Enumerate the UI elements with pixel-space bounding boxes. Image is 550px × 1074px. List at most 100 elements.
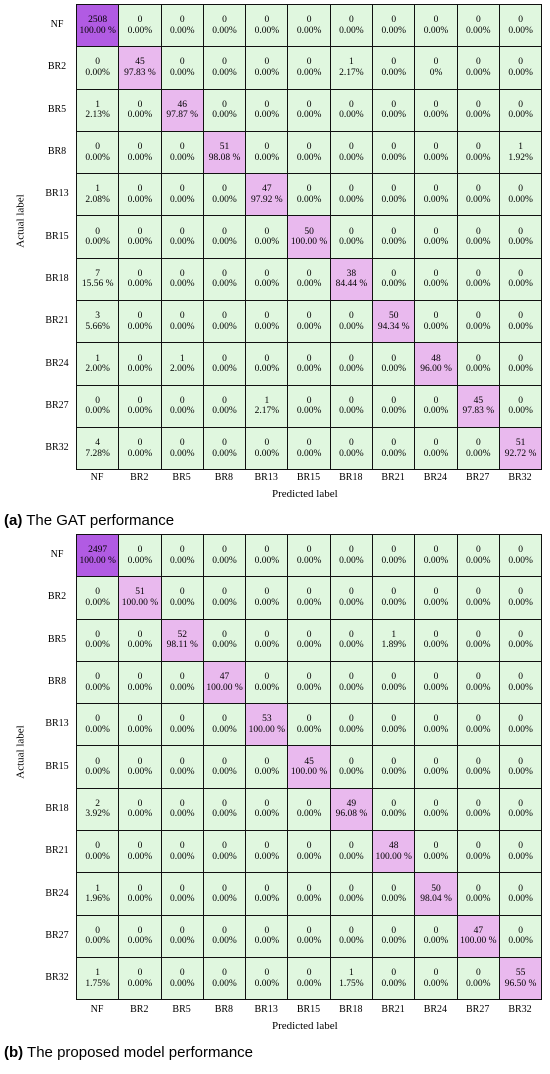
matrix-cell: 0 0.00% — [119, 89, 162, 132]
col-label: BR13 — [254, 1004, 278, 1015]
cell-percent: 0.00% — [85, 237, 110, 248]
x-axis-label: Predicted label — [272, 1020, 338, 1032]
matrix-cell: 0 0.00% — [330, 577, 374, 620]
matrix-cell: 0 0.00% — [330, 343, 374, 386]
matrix-cell: 0 0.00% — [288, 47, 331, 90]
col-label: BR8 — [214, 1004, 234, 1015]
matrix-cell: 51 100.00 % — [119, 577, 162, 620]
cell-percent: 0.00% — [127, 851, 153, 862]
y-axis-label: Actual label — [14, 194, 27, 248]
cell-percent: 100.00 % — [248, 724, 286, 735]
cell-count: 0 — [433, 226, 439, 237]
cell-count: 1 — [349, 57, 354, 68]
matrix-cell: 0 0.00% — [246, 577, 289, 620]
matrix-cell: 0 0.00% — [161, 131, 204, 175]
cell-count: 0 — [264, 353, 270, 364]
cell-count: 0 — [306, 714, 312, 725]
cell-percent: 0.00% — [127, 279, 153, 290]
matrix-cell: 0 0.00% — [246, 873, 289, 916]
figure-caption: (a) The GAT performance — [4, 512, 174, 529]
cell-count: 0 — [475, 968, 481, 979]
cell-count: 0 — [349, 99, 354, 110]
cell-percent: 98.08 % — [208, 152, 241, 163]
cell-count: 45 — [304, 756, 314, 767]
cell-count: 53 — [262, 714, 272, 725]
cell-percent: 0.00% — [296, 364, 322, 375]
matrix-cell: 0 0.00% — [203, 47, 247, 90]
cell-count: 0 — [518, 184, 523, 195]
matrix-cell: 0 0.00% — [77, 704, 120, 747]
col-label: BR18 — [339, 1004, 363, 1015]
cell-percent: 0.00% — [381, 597, 406, 608]
matrix-cell: 0 0.00% — [161, 577, 204, 620]
cell-count: 2508 — [88, 15, 108, 26]
cell-percent: 0.00% — [169, 194, 195, 205]
cell-count: 0 — [518, 99, 523, 110]
matrix-cell: 0 0.00% — [499, 873, 543, 916]
cell-count: 0 — [264, 438, 270, 449]
cell-percent: 0.00% — [423, 724, 449, 735]
matrix-cell: 0 0.00% — [415, 788, 458, 832]
row-label: BR32 — [45, 972, 69, 984]
cell-percent: 0.00% — [508, 406, 533, 417]
cell-percent: 0.00% — [466, 851, 491, 862]
row-label: BR18 — [45, 272, 69, 284]
cell-count: 0 — [433, 798, 439, 809]
cell-percent: 0.00% — [212, 406, 237, 417]
matrix-cell: 0 0.00% — [373, 704, 416, 747]
matrix-cell: 47 100.00 % — [457, 915, 500, 958]
matrix-cell: 0 0.00% — [499, 661, 543, 705]
cell-percent: 0.00% — [85, 640, 110, 651]
matrix-cell: 0 0.00% — [77, 619, 120, 662]
cell-count: 0 — [179, 968, 185, 979]
matrix-cell: 0 0.00% — [499, 619, 543, 662]
cell-count: 0 — [137, 268, 143, 279]
matrix-cell: 0 0.00% — [161, 258, 204, 302]
cell-percent: 0.00% — [423, 555, 449, 566]
cell-percent: 0.00% — [339, 152, 364, 163]
matrix-cell: 45 97.83 % — [119, 47, 162, 90]
cell-count: 0 — [475, 756, 481, 767]
matrix-cell: 0 0.00% — [373, 873, 416, 916]
cell-count: 0 — [222, 629, 227, 640]
cell-percent: 0.00% — [508, 767, 533, 778]
cell-percent: 0.00% — [466, 279, 491, 290]
cell-percent: 0.00% — [127, 640, 153, 651]
cell-percent: 0.00% — [508, 851, 533, 862]
cell-count: 0 — [222, 756, 227, 767]
cell-count: 0 — [433, 395, 439, 406]
matrix-cell: 0 0.00% — [330, 385, 374, 428]
cell-count: 0 — [264, 545, 270, 556]
cell-count: 0 — [95, 629, 101, 640]
cell-percent: 0.00% — [296, 597, 322, 608]
cell-percent: 0.00% — [381, 67, 406, 78]
matrix-cell: 0 0.00% — [499, 258, 543, 302]
cell-percent: 0.00% — [254, 67, 280, 78]
col-label: BR5 — [172, 472, 191, 483]
cell-count: 50 — [388, 311, 399, 322]
matrix-cell: 0 0.00% — [288, 385, 331, 428]
matrix-cell: 0 0.00% — [373, 385, 416, 428]
cell-percent: 0.00% — [169, 597, 195, 608]
cell-percent: 97.87 % — [166, 110, 199, 121]
col-label: NF — [90, 472, 104, 483]
cell-percent: 0.00% — [508, 597, 533, 608]
cell-percent: 0.00% — [127, 978, 153, 989]
cell-count: 0 — [306, 798, 312, 809]
cell-count: 0 — [518, 629, 523, 640]
matrix-cell: 0 0.00% — [457, 301, 500, 344]
matrix-cell: 0 0.00% — [161, 831, 204, 874]
cell-count: 0 — [475, 672, 481, 683]
cell-percent: 0.00% — [127, 194, 153, 205]
matrix-cell: 0 0.00% — [330, 301, 374, 344]
cell-count: 0 — [137, 311, 143, 322]
cell-count: 0 — [518, 756, 523, 767]
cell-percent: 0.00% — [339, 406, 364, 417]
cell-percent: 0.00% — [212, 767, 237, 778]
cell-count: 0 — [518, 798, 523, 809]
matrix-cell: 0 0.00% — [161, 174, 204, 217]
matrix-cell: 0 0.00% — [415, 5, 458, 48]
cell-percent: 0.00% — [254, 640, 280, 651]
cell-count: 0 — [179, 798, 185, 809]
cell-percent: 0.00% — [127, 448, 153, 459]
